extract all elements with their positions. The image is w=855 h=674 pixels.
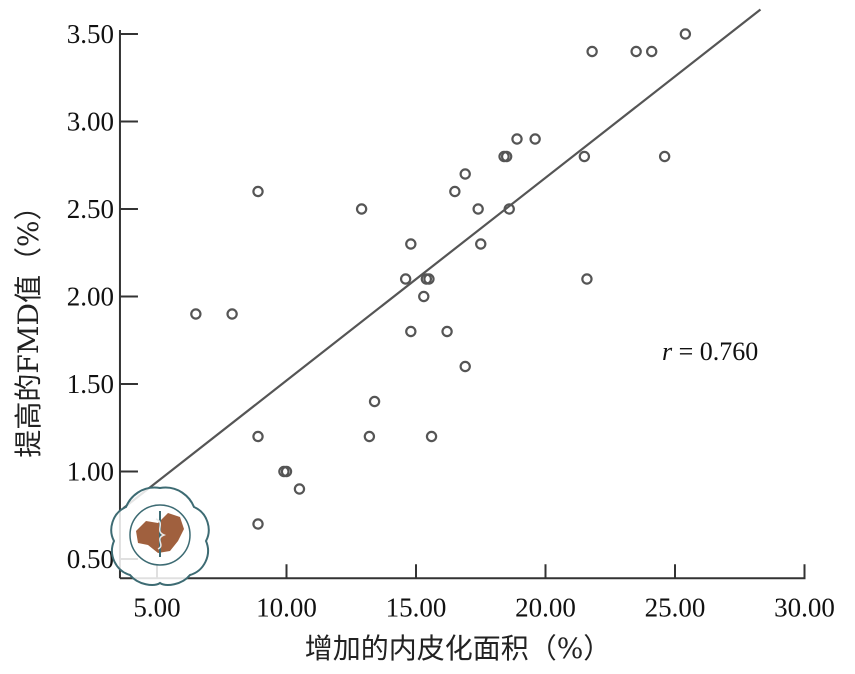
watermark-logo [110,486,210,586]
data-point [658,150,671,163]
y-tick-label: 3.50 [67,19,114,49]
data-point [425,430,438,443]
data-point [252,430,264,443]
data-point [578,150,591,163]
data-point [363,430,376,443]
data-point [472,203,484,215]
data-point [529,133,541,145]
regression-line [122,8,762,510]
data-point [441,325,453,338]
correlation-annotation: r = 0.760 [662,337,758,366]
data-point [405,238,417,250]
y-tick-label: 0.50 [67,544,114,574]
y-tick-label: 1.50 [67,369,114,399]
y-tick-label: 3.00 [67,107,114,137]
data-point [252,185,264,198]
x-tick-label: 10.00 [256,592,317,622]
data-point [399,273,412,285]
y-tick-label: 1.00 [67,457,114,487]
data-point [423,273,435,285]
regression-line-group [122,8,762,510]
data-point [500,150,513,163]
data-point [226,308,238,320]
data-point [503,203,515,215]
data-point [581,273,593,285]
x-tick-label: 25.00 [645,592,706,622]
data-point [449,185,461,198]
data-point [280,465,293,478]
data-point [293,483,306,495]
data-point [475,238,487,250]
data-point [190,308,202,320]
x-axis-title: 增加的内皮化面积（%） [305,632,612,665]
data-point [355,203,368,215]
data-point [459,168,471,180]
y-tick-label: 2.50 [67,194,114,224]
data-point [630,45,642,58]
data-point [252,518,264,530]
y-axis-title: 提高的FMD值（%） [12,192,45,457]
data-point [511,133,523,145]
data-point [459,360,471,373]
axes: 0.50 1.00 1.50 2.00 2.50 3.00 3.50 5.00 10.00 15.… [67,19,835,622]
data-point [645,45,658,58]
data-point [405,325,417,338]
data-point [679,28,692,40]
y-tick-label: 2.00 [67,282,114,312]
x-tick-label: 5.00 [133,592,180,622]
x-tick-label: 15.00 [386,592,447,622]
x-tick-label: 20.00 [515,592,576,622]
data-point [418,290,430,303]
data-point [368,395,381,408]
x-tick-label: 30.00 [774,592,835,622]
data-point [586,45,598,58]
data-points [190,28,692,530]
